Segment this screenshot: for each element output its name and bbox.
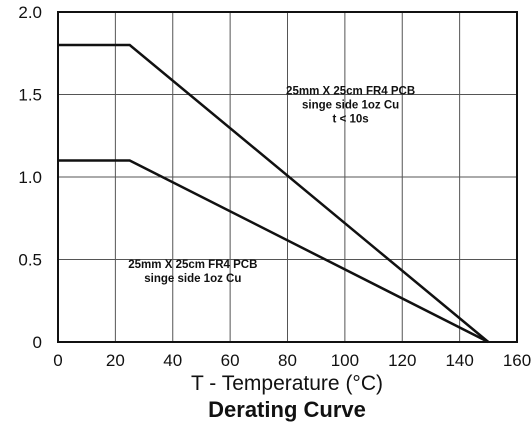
annotation-line: t < 10s xyxy=(333,114,369,126)
x-tick-label: 100 xyxy=(331,351,359,370)
annotations: 25mm X 25cm FR4 PCB singe side 1oz Cu t < … xyxy=(128,86,415,285)
annotation-2: 25mm X 25cm FR4 PCB singe side 1oz Cu xyxy=(128,259,257,285)
y-tick-label: 1.5 xyxy=(18,86,42,105)
x-tick-label: 40 xyxy=(163,351,182,370)
x-tick-label: 160 xyxy=(503,351,531,370)
plot-frame xyxy=(57,11,518,343)
x-tick-labels: 0 20 40 60 80 100 120 140 160 xyxy=(53,351,531,370)
annotation-line: singe side 1oz Cu xyxy=(302,100,399,112)
y-tick-label: 0.5 xyxy=(18,251,42,270)
x-tick-label: 0 xyxy=(53,351,62,370)
chart-caption: Derating Curve xyxy=(208,397,366,422)
x-tick-label: 80 xyxy=(278,351,297,370)
x-tick-label: 120 xyxy=(388,351,416,370)
y-tick-label: 0 xyxy=(33,333,42,352)
series-lines xyxy=(58,43,490,344)
x-tick-label: 140 xyxy=(445,351,473,370)
y-tick-label: 1.0 xyxy=(18,168,42,187)
annotation-line: 25mm X 25cm FR4 PCB xyxy=(286,86,415,98)
annotation-line: singe side 1oz Cu xyxy=(144,273,241,285)
x-axis-label: T - Temperature (°C) xyxy=(191,372,383,395)
x-tick-label: 60 xyxy=(221,351,240,370)
y-tick-label: 2.0 xyxy=(18,3,42,22)
annotation-line: 25mm X 25cm FR4 PCB xyxy=(128,259,257,271)
series-line-1 xyxy=(58,43,490,343)
x-tick-label: 20 xyxy=(106,351,125,370)
annotation-1: 25mm X 25cm FR4 PCB singe side 1oz Cu t < … xyxy=(286,86,415,126)
y-tick-labels: 0 0.5 1.0 1.5 2.0 xyxy=(18,3,42,352)
series-line-2 xyxy=(58,159,489,344)
